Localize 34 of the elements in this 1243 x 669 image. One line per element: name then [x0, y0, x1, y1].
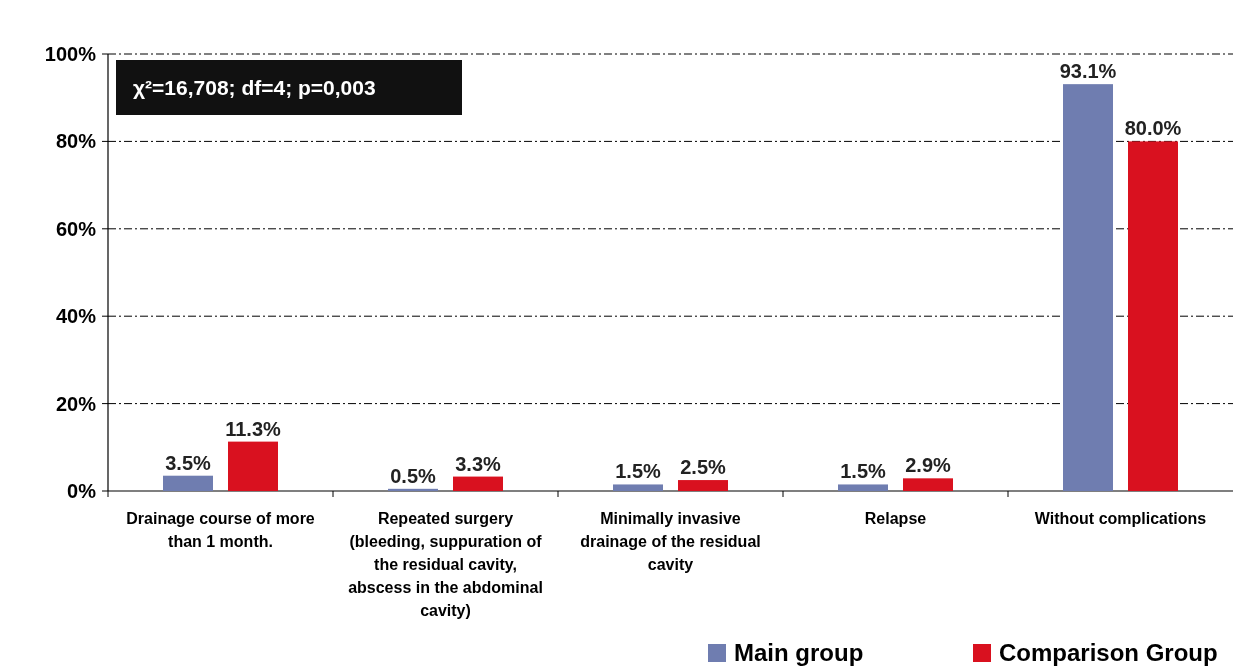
- y-tick-label: 20%: [55, 392, 97, 415]
- bar: [453, 476, 503, 491]
- data-label: 11.3%: [225, 417, 282, 440]
- legend-label: Main group: [734, 639, 864, 667]
- bar: [678, 480, 728, 491]
- legend-label: Comparison Group: [999, 639, 1218, 667]
- x-tick-label: Repeated surgery (bleeding, suppuration of the residual cavity, abscess in the abdominal cavity): [348, 510, 543, 619]
- x-tick-label: Without complications: [1034, 510, 1207, 527]
- data-label: 1.5%: [615, 460, 662, 483]
- x-tick-label: Minimally invasive drainage of the residual cavity: [580, 510, 761, 573]
- y-tick-label: 60%: [55, 217, 97, 240]
- bar: [388, 488, 438, 491]
- y-tick-label: 100%: [44, 43, 97, 65]
- data-label: 1.5%: [840, 460, 887, 483]
- data-label: 3.5%: [165, 451, 212, 474]
- bar: [228, 441, 278, 491]
- bar: [903, 478, 953, 491]
- annotation: χ²=16,708; df=4; p=0,003: [133, 76, 376, 100]
- y-tick-label: 0%: [67, 480, 97, 502]
- bar: [1063, 84, 1113, 491]
- data-label: 2.9%: [905, 454, 952, 477]
- bar: [613, 484, 663, 491]
- data-label: 0.5%: [390, 464, 437, 487]
- x-tick-label: Drainage course of more than 1 month.: [126, 510, 315, 550]
- data-label: 3.3%: [455, 452, 502, 475]
- y-tick-label: 40%: [55, 305, 97, 328]
- x-tick-label: Relapse: [864, 510, 927, 527]
- bar: [163, 475, 213, 491]
- data-label: 93.1%: [1059, 60, 1117, 83]
- y-tick-label: 80%: [55, 130, 97, 153]
- data-label: 2.5%: [680, 456, 727, 479]
- bar: [838, 484, 888, 491]
- bar: [1128, 141, 1178, 491]
- data-label: 80.0%: [1124, 117, 1182, 140]
